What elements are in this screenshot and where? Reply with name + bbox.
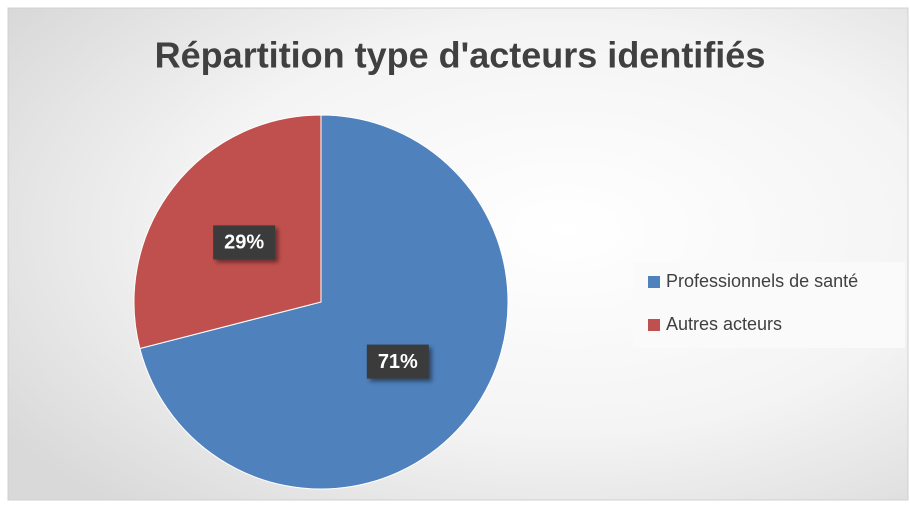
legend [633,262,905,348]
legend-swatch [648,319,660,331]
data-label-box [213,225,276,260]
data-label-box [366,344,429,379]
legend-swatch [648,276,660,288]
pie-slice [139,114,509,490]
data-label: 29% [224,232,264,254]
chart-title: Répartition type d'acteurs identifiés [155,35,766,76]
legend-label: Professionnels de santé [666,271,858,291]
legend-label: Autres acteurs [666,314,782,334]
data-label: 71% [378,351,418,373]
